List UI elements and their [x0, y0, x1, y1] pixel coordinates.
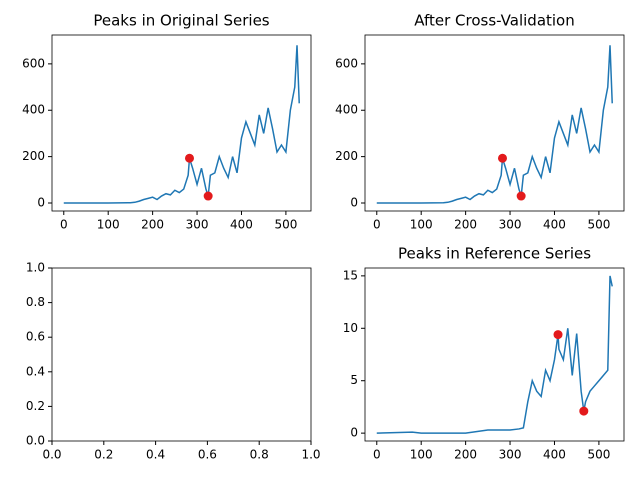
line: [63, 45, 300, 204]
axes-frame: [364, 34, 625, 212]
x-tick-label: 0.6: [198, 448, 217, 462]
peak-marker: [497, 153, 507, 163]
x-tick-label: 100: [410, 448, 433, 462]
x-tick-label: 0: [60, 218, 68, 232]
x-tick-label: 200: [454, 218, 477, 232]
y-tick-label: 0: [37, 196, 45, 210]
subplot-title: Peaks in Reference Series: [398, 245, 591, 263]
y-tick-label: 400: [22, 103, 45, 117]
y-tick-label: 0.4: [26, 364, 45, 378]
x-tick-label: 100: [97, 218, 120, 232]
axes-frame: [364, 267, 625, 442]
y-tick-label: 0: [350, 196, 358, 210]
y-tick-label: 0.0: [26, 434, 45, 448]
x-tick-label: 0.8: [250, 448, 269, 462]
y-tick-label: 0.2: [26, 399, 45, 413]
x-tick-label: 1.0: [301, 448, 320, 462]
axes-frame: [51, 267, 312, 442]
x-tick-label: 0.2: [94, 448, 113, 462]
subplot-title: Peaks in Original Series: [93, 12, 269, 30]
peak-marker: [579, 406, 589, 416]
peak-marker: [203, 191, 213, 201]
y-tick-label: 0.6: [26, 330, 45, 344]
y-tick-label: 200: [22, 149, 45, 163]
x-tick-label: 400: [543, 218, 566, 232]
y-tick-label: 15: [343, 268, 358, 282]
x-tick-label: 100: [410, 218, 433, 232]
peak-marker: [553, 330, 563, 340]
x-tick-label: 400: [543, 448, 566, 462]
x-tick-label: 500: [274, 218, 297, 232]
peak-marker: [184, 153, 194, 163]
y-tick-label: 600: [22, 56, 45, 70]
x-tick-label: 300: [499, 218, 522, 232]
y-tick-label: 600: [335, 56, 358, 70]
line: [376, 275, 613, 434]
peak-marker: [516, 191, 526, 201]
x-tick-label: 0.4: [146, 448, 165, 462]
line: [376, 45, 613, 204]
axes-frame: [51, 34, 312, 212]
x-tick-label: 200: [141, 218, 164, 232]
x-tick-label: 0: [373, 218, 381, 232]
x-tick-label: 500: [587, 218, 610, 232]
x-tick-label: 200: [454, 448, 477, 462]
y-tick-label: 5: [350, 373, 358, 387]
subplot-title: After Cross-Validation: [414, 12, 575, 30]
x-tick-label: 400: [230, 218, 253, 232]
y-tick-label: 400: [335, 103, 358, 117]
y-tick-label: 10: [343, 321, 358, 335]
y-tick-label: 0: [350, 426, 358, 440]
x-tick-label: 0.0: [42, 448, 61, 462]
x-tick-label: 300: [186, 218, 209, 232]
x-tick-label: 0: [373, 448, 381, 462]
x-tick-label: 300: [499, 448, 522, 462]
y-tick-label: 1.0: [26, 261, 45, 275]
y-tick-label: 200: [335, 149, 358, 163]
x-tick-label: 500: [587, 448, 610, 462]
y-tick-label: 0.8: [26, 295, 45, 309]
